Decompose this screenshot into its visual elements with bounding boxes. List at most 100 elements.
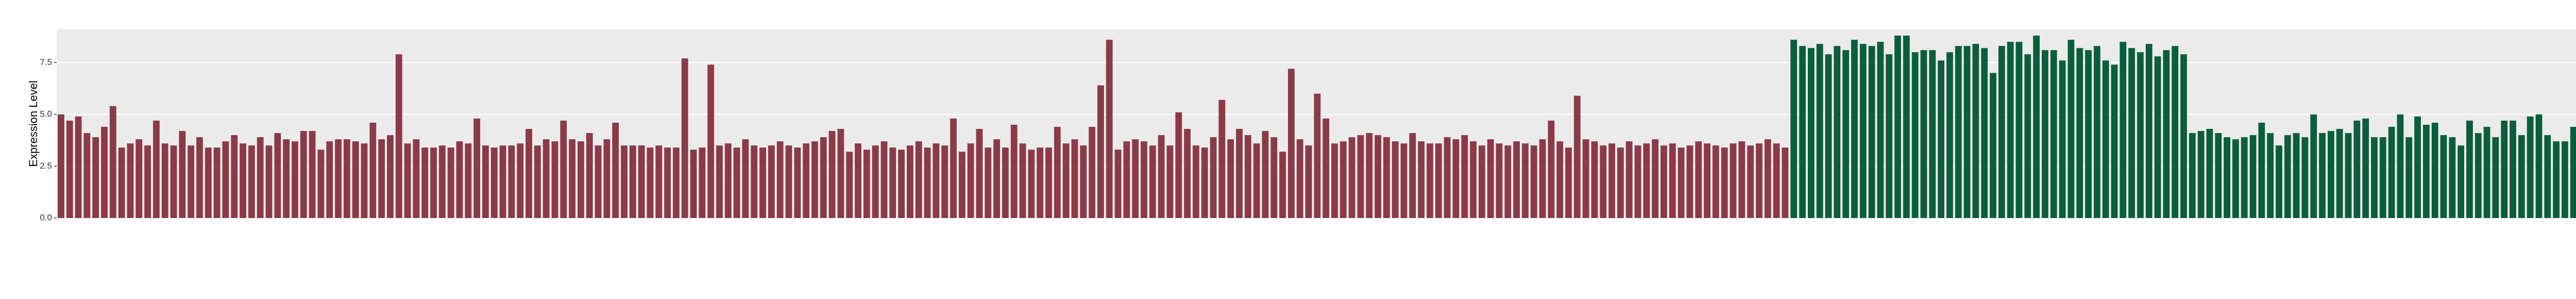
bar bbox=[1859, 44, 1867, 219]
y-tick-label: 0.0 bbox=[40, 212, 52, 222]
bar bbox=[2241, 137, 2248, 218]
bar bbox=[2405, 137, 2413, 218]
bar bbox=[2458, 145, 2465, 218]
bar bbox=[673, 147, 680, 218]
bar bbox=[1764, 139, 1771, 218]
bar bbox=[1418, 141, 1425, 218]
bar bbox=[378, 139, 385, 218]
bar bbox=[1842, 50, 1850, 218]
bar bbox=[1677, 147, 1685, 218]
bar bbox=[1287, 69, 1295, 218]
bar bbox=[1946, 52, 1953, 218]
bar bbox=[2388, 127, 2395, 218]
bar bbox=[967, 143, 974, 218]
bar bbox=[248, 145, 255, 218]
bar bbox=[2224, 137, 2230, 218]
bar bbox=[283, 139, 290, 218]
bar bbox=[2015, 42, 2023, 218]
bar bbox=[742, 139, 749, 218]
bar bbox=[2042, 50, 2048, 218]
bar bbox=[1903, 36, 1910, 219]
bar bbox=[490, 147, 498, 218]
bar bbox=[2422, 125, 2430, 218]
bar bbox=[300, 131, 307, 218]
bar bbox=[1625, 141, 1633, 218]
bar bbox=[343, 139, 350, 218]
bar bbox=[1877, 42, 1884, 218]
bar bbox=[1062, 143, 1070, 218]
bar bbox=[1938, 60, 1945, 218]
bar bbox=[1123, 141, 1130, 218]
bar bbox=[213, 147, 221, 218]
bar bbox=[161, 143, 168, 218]
bar bbox=[66, 120, 73, 218]
bar bbox=[438, 145, 446, 218]
bar bbox=[1981, 48, 1988, 218]
bar bbox=[716, 145, 723, 218]
bar bbox=[958, 152, 965, 218]
bar bbox=[1296, 139, 1303, 218]
bar bbox=[811, 141, 818, 218]
bar bbox=[2033, 36, 2040, 219]
y-axis-label: Expression Level bbox=[27, 80, 40, 167]
bar bbox=[1210, 137, 1217, 218]
bar bbox=[1955, 46, 1962, 218]
bar bbox=[1643, 143, 1650, 218]
bar bbox=[2397, 114, 2404, 218]
bar bbox=[361, 143, 368, 218]
bar bbox=[1730, 143, 1737, 218]
bar bbox=[1236, 129, 1243, 218]
bar bbox=[1478, 145, 1485, 218]
bar bbox=[2180, 54, 2187, 218]
bar bbox=[2284, 135, 2291, 218]
bar bbox=[1721, 147, 1728, 218]
bar bbox=[707, 64, 715, 218]
bar bbox=[1617, 147, 1624, 218]
bar bbox=[2527, 116, 2534, 218]
bar bbox=[863, 150, 870, 218]
bar bbox=[1834, 46, 1841, 218]
bar bbox=[1132, 139, 1139, 218]
bar bbox=[872, 145, 879, 218]
bar bbox=[1080, 145, 1087, 218]
bar bbox=[1773, 143, 1780, 218]
bar bbox=[638, 145, 645, 218]
bar bbox=[447, 147, 454, 218]
bar bbox=[1496, 143, 1503, 218]
bar bbox=[1331, 143, 1338, 218]
bar bbox=[1911, 52, 1919, 218]
bar bbox=[2276, 145, 2282, 218]
bar bbox=[2172, 46, 2179, 218]
bar bbox=[1201, 147, 1208, 218]
bar bbox=[2076, 48, 2083, 218]
bar bbox=[976, 129, 983, 218]
bar bbox=[222, 141, 229, 218]
bar bbox=[317, 150, 325, 218]
bar bbox=[240, 143, 246, 218]
bar bbox=[1530, 145, 1537, 218]
bar bbox=[2535, 114, 2543, 218]
bar bbox=[1375, 135, 1381, 218]
bar bbox=[1652, 139, 1659, 218]
bar bbox=[2102, 60, 2109, 218]
bar bbox=[179, 131, 186, 218]
bar bbox=[2120, 42, 2127, 218]
bar bbox=[647, 147, 654, 218]
bar bbox=[387, 135, 394, 218]
bar bbox=[1713, 145, 1719, 218]
bar bbox=[898, 150, 905, 218]
bar bbox=[265, 145, 273, 218]
bar bbox=[1686, 145, 1693, 218]
bar bbox=[1738, 141, 1745, 218]
bar bbox=[1573, 95, 1581, 218]
bar bbox=[1695, 141, 1702, 218]
bar bbox=[1193, 145, 1199, 218]
bar bbox=[430, 147, 437, 218]
bar bbox=[1141, 141, 1147, 218]
y-tick-label: 5.0 bbox=[40, 109, 52, 119]
bar bbox=[2327, 131, 2334, 218]
bar bbox=[2050, 50, 2057, 218]
bar bbox=[2570, 127, 2576, 218]
bar bbox=[1305, 145, 1312, 218]
bar bbox=[1920, 50, 1927, 218]
